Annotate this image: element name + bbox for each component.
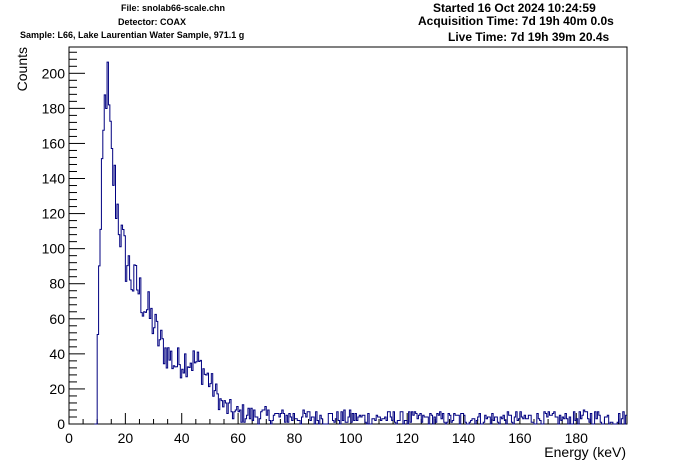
x-axis-label: Energy (keV) [544, 444, 626, 460]
x-tick-label: 100 [339, 430, 363, 446]
y-tick-label: 140 [42, 171, 66, 187]
live-time-label: Live Time: 7d 19h 39m 20.4s [448, 30, 610, 44]
spectrum-line [94, 61, 627, 425]
y-tick-label: 80 [49, 276, 65, 292]
x-tick-label: 180 [565, 430, 589, 446]
y-tick-label: 0 [57, 416, 65, 432]
started-label: Started 16 Oct 2024 10:24:59 [433, 1, 596, 15]
plot-frame [68, 46, 628, 425]
y-axis-label: Counts [14, 47, 30, 91]
x-tick-label: 80 [287, 430, 303, 446]
file-label: File: snolab66-scale.chn [121, 3, 226, 13]
y-tick-label: 120 [42, 206, 66, 222]
x-tick-label: 40 [174, 430, 190, 446]
y-tick-label: 200 [42, 65, 66, 81]
x-tick-label: 120 [396, 430, 420, 446]
detector-label: Detector: COAX [118, 17, 187, 27]
y-tick-label: 20 [49, 381, 65, 397]
acquisition-time-label: Acquisition Time: 7d 19h 40m 0.0s [418, 14, 614, 28]
y-tick-label: 180 [42, 100, 66, 116]
y-tick-label: 60 [49, 311, 65, 327]
x-tick-label: 140 [452, 430, 476, 446]
y-tick-label: 40 [49, 346, 65, 362]
x-tick-label: 60 [230, 430, 246, 446]
y-tick-label: 100 [42, 241, 66, 257]
sample-label: Sample: L66, Lake Laurentian Water Sampl… [20, 30, 245, 40]
y-tick-label: 160 [42, 135, 66, 151]
x-tick-label: 160 [508, 430, 532, 446]
x-tick-label: 20 [118, 430, 134, 446]
x-tick-label: 0 [65, 430, 73, 446]
